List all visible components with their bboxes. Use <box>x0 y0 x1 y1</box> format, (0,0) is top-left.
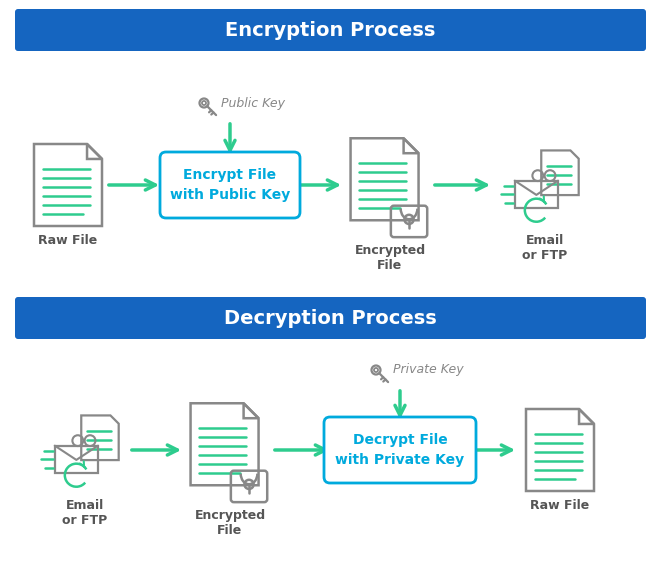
FancyBboxPatch shape <box>15 297 646 339</box>
Bar <box>55 446 98 473</box>
Text: Encryption Process: Encryption Process <box>225 21 436 40</box>
Bar <box>515 181 558 208</box>
Text: Decrypt File
with Private Key: Decrypt File with Private Key <box>335 433 465 467</box>
Text: Raw File: Raw File <box>38 234 98 247</box>
Text: Private Key: Private Key <box>393 363 463 377</box>
Text: Encrypted
File: Encrypted File <box>354 244 426 272</box>
FancyBboxPatch shape <box>160 152 300 218</box>
FancyBboxPatch shape <box>15 9 646 51</box>
Text: Raw File: Raw File <box>530 499 590 512</box>
Text: Decryption Process: Decryption Process <box>224 309 437 328</box>
Text: Encrypted
File: Encrypted File <box>194 509 266 537</box>
FancyBboxPatch shape <box>324 417 476 483</box>
Text: Public Key: Public Key <box>221 97 285 109</box>
Text: Email
or FTP: Email or FTP <box>522 234 568 262</box>
Text: Encrypt File
with Public Key: Encrypt File with Public Key <box>170 168 290 202</box>
Text: Email
or FTP: Email or FTP <box>62 499 108 527</box>
